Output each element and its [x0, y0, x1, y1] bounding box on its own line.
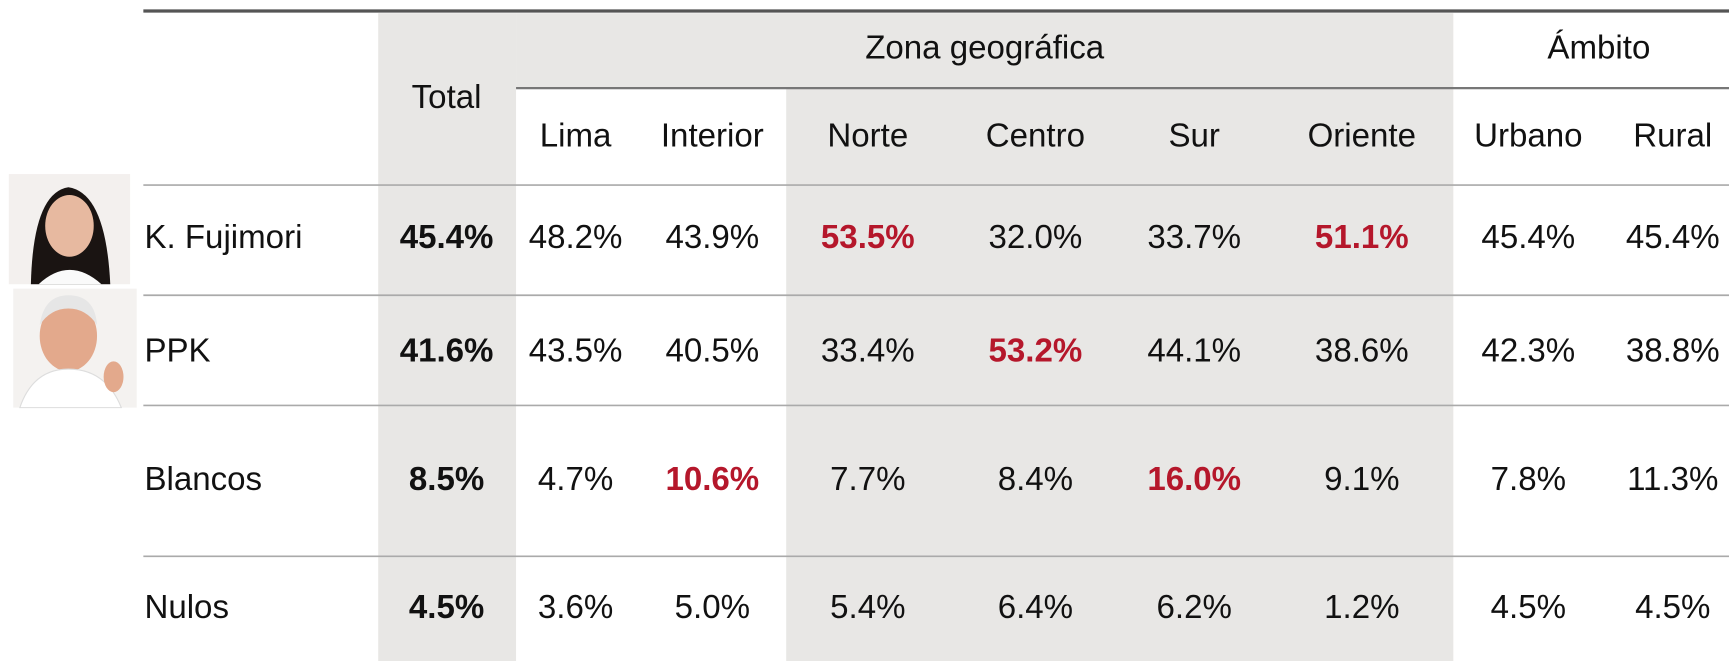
- value-cell: 1.2%: [1324, 589, 1399, 626]
- total-cell: 8.5%: [409, 461, 484, 498]
- row-label: K. Fujimori: [144, 219, 302, 256]
- column-header: Urbano: [1474, 117, 1582, 154]
- column-header: Norte: [827, 117, 908, 154]
- value-cell: 48.2%: [529, 219, 623, 256]
- value-cell: 53.5%: [821, 219, 915, 256]
- column-header: Oriente: [1308, 117, 1416, 154]
- value-cell: 5.0%: [675, 589, 750, 626]
- row-label: Blancos: [144, 461, 262, 498]
- value-cell: 33.4%: [821, 332, 915, 369]
- total-cell: 45.4%: [400, 219, 494, 256]
- row-rules: [143, 184, 1729, 558]
- value-cell: 32.0%: [989, 219, 1083, 256]
- column-header: Centro: [986, 117, 1085, 154]
- value-cell: 8.4%: [998, 461, 1073, 498]
- value-cell: 9.1%: [1324, 461, 1399, 498]
- value-cell: 43.9%: [665, 219, 759, 256]
- value-cell: 4.5%: [1635, 589, 1710, 626]
- value-cell: 3.6%: [538, 589, 613, 626]
- value-cell: 43.5%: [529, 332, 623, 369]
- photo-fujimori: [8, 174, 131, 285]
- value-cell: 45.4%: [1626, 219, 1720, 256]
- row-label: Nulos: [144, 589, 229, 626]
- value-cell: 16.0%: [1147, 461, 1241, 498]
- total-cell: 4.5%: [409, 589, 484, 626]
- value-cell: 4.5%: [1491, 589, 1566, 626]
- value-cell: 10.6%: [665, 461, 759, 498]
- total-bg: [378, 13, 517, 661]
- column-header: Rural: [1633, 117, 1712, 154]
- total-cell: 41.6%: [400, 332, 494, 369]
- value-cell: 51.1%: [1315, 219, 1409, 256]
- value-cell: 38.6%: [1315, 332, 1409, 369]
- column-header: Sur: [1168, 117, 1219, 154]
- region-bg: [786, 88, 1454, 661]
- value-cell: 42.3%: [1481, 332, 1575, 369]
- photo-ppk: [13, 288, 137, 409]
- value-cell: 7.8%: [1491, 461, 1566, 498]
- column-header: Interior: [661, 117, 764, 154]
- value-cell: 6.2%: [1157, 589, 1232, 626]
- value-cell: 6.4%: [998, 589, 1073, 626]
- value-cell: 45.4%: [1481, 219, 1575, 256]
- header-ambito: Ámbito: [1547, 29, 1650, 66]
- value-cell: 4.7%: [538, 461, 613, 498]
- value-cell: 53.2%: [989, 332, 1083, 369]
- value-cell: 7.7%: [830, 461, 905, 498]
- value-cell: 40.5%: [665, 332, 759, 369]
- value-cell: 11.3%: [1627, 461, 1718, 498]
- row-label: PPK: [144, 332, 210, 369]
- value-cell: 38.8%: [1626, 332, 1720, 369]
- column-header: Lima: [540, 117, 612, 154]
- header-total: Total: [412, 79, 482, 116]
- value-cell: 5.4%: [830, 589, 905, 626]
- header-zona: Zona geográfica: [865, 29, 1105, 66]
- zona-bg: [516, 13, 1454, 89]
- value-cell: 33.7%: [1147, 219, 1241, 256]
- value-cell: 44.1%: [1147, 332, 1241, 369]
